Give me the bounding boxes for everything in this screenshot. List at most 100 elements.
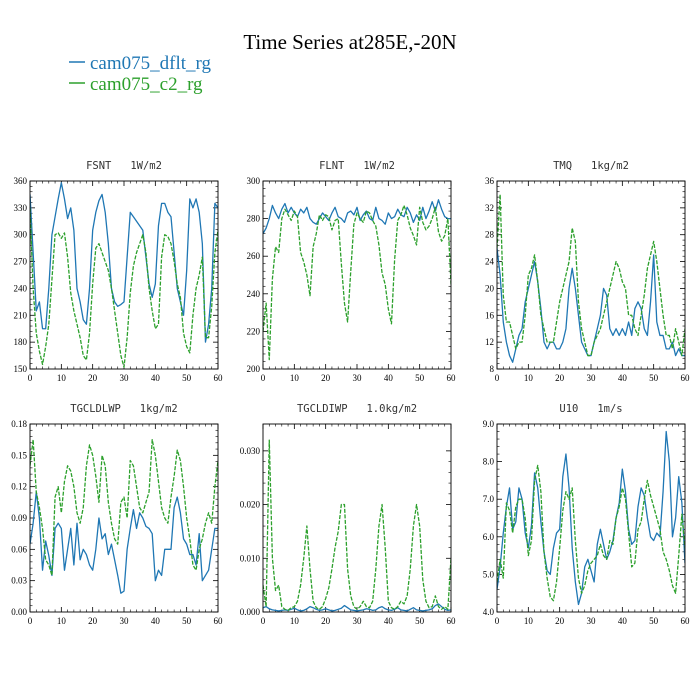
x-tick-label: 10 [290,373,300,383]
y-tick-label: 240 [14,283,28,293]
panel-0: FSNT 1W/m2 0 10 20 30 40 50 60 150 180 210 240 270 30… [14,160,224,383]
y-tick-label: 240 [247,289,261,299]
x-tick-label: 0 [261,373,266,383]
x-tick-label: 60 [447,373,457,383]
y-tick-label: 180 [14,337,28,347]
panel-2: TMQ 1kg/m2 0 10 20 30 40 50 60 8 12 16 20 24 28 32 36 [485,160,690,383]
figure-title: Time Series at285E,-20N [243,30,456,54]
series-line-c2 [263,204,451,361]
x-tick-label: 60 [681,616,691,626]
x-tick-label: 50 [182,616,192,626]
x-tick-label: 60 [214,373,224,383]
y-tick-label: 200 [247,364,261,374]
x-tick-label: 20 [555,373,565,383]
x-tick-label: 40 [384,373,394,383]
series-line-dflt [30,491,218,594]
y-tick-label: 360 [14,176,28,186]
series-line-c2 [263,439,451,612]
y-tick-label: 9.0 [483,419,495,429]
plot-frame [496,423,686,613]
series-line-c2 [30,207,218,368]
x-tick-label: 40 [618,616,628,626]
x-tick-label: 10 [57,616,67,626]
figure-legend: cam075_dflt_rg cam075_c2_rg [69,53,212,95]
y-tick-label: 20 [485,283,495,293]
panel-title: U10 1m/s [559,403,622,415]
series-line-dflt [30,182,218,343]
y-tick-label: 300 [247,176,261,186]
x-tick-label: 0 [28,616,33,626]
panel-title: TGCLDIWP 1.0kg/m2 [297,403,417,415]
x-tick-label: 20 [88,373,98,383]
y-tick-label: 36 [485,176,495,186]
x-tick-label: 40 [151,616,161,626]
plot-frame [262,180,452,370]
x-tick-label: 50 [182,373,192,383]
x-tick-label: 10 [524,616,534,626]
plot-frame [496,180,686,370]
x-tick-label: 30 [120,373,130,383]
panel-1: FLNT 1W/m2 0 10 20 30 40 50 60 200 220 240 260 280 30… [247,160,457,383]
panel-title: TMQ 1kg/m2 [553,160,629,172]
panel-3: TGCLDLWP 1kg/m2 0 10 20 30 40 50 60 0.00 0.03 0.06… [11,403,223,626]
x-tick-label: 50 [415,616,425,626]
x-tick-label: 10 [524,373,534,383]
series-line-c2 [497,193,685,357]
y-tick-label: 0.09 [11,513,27,523]
x-tick-label: 60 [214,616,224,626]
plot-frame [29,180,219,370]
x-tick-label: 0 [261,616,266,626]
x-tick-label: 30 [353,373,363,383]
y-tick-label: 0.030 [240,446,261,456]
y-tick-label: 0.020 [240,500,261,510]
x-tick-label: 20 [321,616,331,626]
x-tick-label: 50 [649,373,659,383]
panel-title: FLNT 1W/m2 [319,160,395,172]
x-tick-label: 20 [88,616,98,626]
y-tick-label: 0.00 [11,607,27,617]
x-tick-label: 30 [120,616,130,626]
y-tick-label: 220 [247,326,261,336]
x-tick-label: 30 [353,616,363,626]
panels: FSNT 1W/m20 10 20 30 40 50 6015018021024027030… [11,160,690,626]
y-tick-label: 0.12 [11,482,27,492]
y-tick-label: 300 [14,230,28,240]
legend-label-dflt: cam075_dflt_rg [90,53,212,74]
plot-frame [29,423,219,613]
x-tick-label: 60 [447,616,457,626]
x-tick-label: 60 [681,373,691,383]
y-tick-label: 12 [485,337,494,347]
series-line-dflt [497,248,685,363]
x-tick-label: 10 [57,373,67,383]
x-tick-label: 0 [28,373,33,383]
y-tick-label: 8.0 [483,457,495,467]
y-tick-label: 8 [490,364,495,374]
x-tick-label: 0 [495,373,500,383]
x-tick-label: 30 [587,373,597,383]
series-line-dflt [263,199,451,234]
y-tick-label: 280 [247,214,261,224]
series-line-dflt [263,603,451,612]
x-tick-label: 50 [649,616,659,626]
plot-frame [262,423,452,613]
legend-label-c2: cam075_c2_rg [90,74,203,95]
x-tick-label: 10 [290,616,300,626]
series-line-c2 [497,464,685,602]
y-tick-label: 0.03 [11,576,27,586]
panel-4: TGCLDIWP 1.0kg/m2 0 10 20 30 40 50 60 0.000 0.010… [240,403,456,626]
y-tick-label: 150 [14,364,28,374]
y-tick-label: 7.0 [483,494,495,504]
y-tick-label: 330 [14,203,28,213]
x-tick-label: 30 [587,616,597,626]
y-tick-label: 0.15 [11,450,27,460]
y-tick-label: 0.000 [240,607,261,617]
y-tick-label: 260 [247,251,261,261]
series-line-c2 [30,439,218,577]
x-tick-label: 20 [321,373,331,383]
y-tick-label: 4.0 [483,607,495,617]
series-line-dflt [497,430,685,606]
y-tick-label: 0.06 [11,544,27,554]
y-tick-label: 270 [14,257,28,267]
x-tick-label: 0 [495,616,500,626]
